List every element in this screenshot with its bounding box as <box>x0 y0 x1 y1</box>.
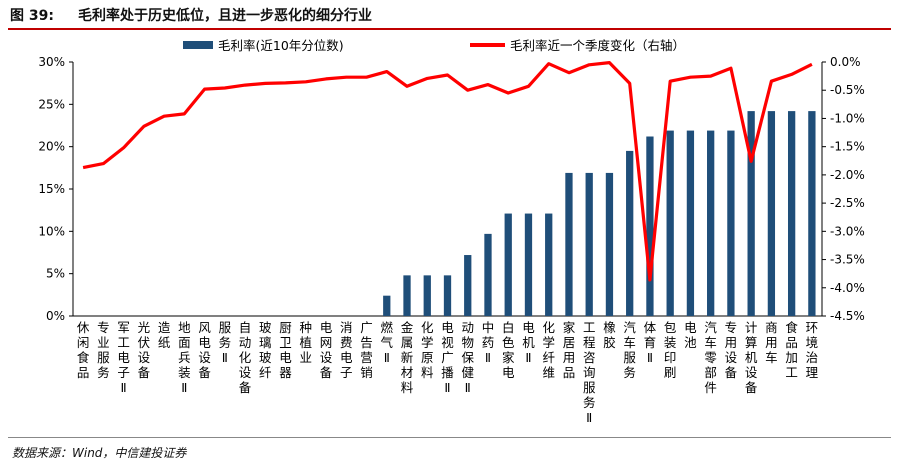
left-axis-tick-label: 15% <box>38 182 65 196</box>
bar <box>524 213 533 316</box>
category-label: 白色家电 <box>502 320 515 380</box>
bar <box>787 111 796 317</box>
bar <box>545 213 553 316</box>
left-axis-tick-label: 20% <box>38 140 65 154</box>
category-label: 商用车 <box>765 320 778 365</box>
category-label: 计算机设备 <box>745 320 758 395</box>
bar <box>423 275 431 316</box>
category-label: 造纸 <box>158 320 171 350</box>
right-axis-tick-label: -1.0% <box>830 111 865 125</box>
category-label: 玻璃玻纤 <box>259 320 272 380</box>
bar <box>464 255 472 316</box>
figure-title-row: 图 39: 毛利率处于历史低位，且进一步恶化的细分行业 <box>8 4 891 28</box>
category-label: 包装印刷 <box>664 320 677 380</box>
figure-title: 毛利率处于历史低位，且进一步恶化的细分行业 <box>78 8 372 24</box>
right-axis-tick-label: -3.5% <box>830 253 865 267</box>
bar <box>646 136 654 316</box>
title-divider <box>8 28 891 30</box>
bar <box>626 150 634 316</box>
category-label: 燃气 Ⅱ <box>381 320 394 365</box>
category-label: 体育 Ⅱ <box>644 320 657 365</box>
source-note: 数据来源：Wind，中信建投证券 <box>12 446 187 460</box>
category-label: 风电设备 <box>198 320 211 380</box>
right-axis-tick-label: 0.0% <box>830 55 861 69</box>
category-label: 电池 <box>684 320 697 350</box>
category-label: 光伏设备 <box>138 320 151 380</box>
category-label: 化学原料 <box>421 320 434 380</box>
category-label: 军工电子 Ⅱ <box>117 320 130 395</box>
category-label: 自动化设备 <box>239 320 252 395</box>
category-label: 环境治理 <box>806 320 819 380</box>
series-line <box>82 60 813 282</box>
category-label: 厨卫电器 <box>279 320 292 380</box>
chart-canvas: 毛利率(近10年分位数) 毛利率近一个季度变化（右轴） 0% 5% 10% 15% 20… <box>38 38 865 425</box>
category-label: 电机 Ⅱ <box>522 320 535 365</box>
right-axis-tick-label: -0.5% <box>830 83 865 97</box>
bar <box>686 130 695 316</box>
bar <box>443 275 452 316</box>
chart-legend: 毛利率(近10年分位数) 毛利率近一个季度变化（右轴） <box>183 38 685 53</box>
bar-series <box>383 111 816 317</box>
bar <box>727 130 735 316</box>
category-label: 中药 Ⅱ <box>482 320 495 365</box>
bar <box>585 172 593 316</box>
category-label: 专业服务 <box>97 320 110 380</box>
bar <box>767 111 776 317</box>
left-axis-tick-label: 5% <box>46 267 65 281</box>
bar <box>808 111 816 317</box>
category-label: 汽车零部件 <box>704 320 717 395</box>
left-axis-tick-label: 25% <box>38 97 65 111</box>
category-label: 金属新材料 <box>401 320 414 395</box>
category-label: 广告营销 <box>360 320 373 380</box>
bar <box>403 275 411 316</box>
axes: 0% 5% 10% 15% 20% 25% 30% 0.0% -0.5% -1.0% -1.5% -2… <box>38 55 865 323</box>
category-label: 食品加工 <box>785 320 798 380</box>
bar <box>565 172 573 316</box>
category-label: 工程咨询服务 Ⅱ <box>583 320 596 425</box>
category-label: 电视广播 Ⅱ <box>441 320 454 395</box>
bar <box>484 233 492 316</box>
bar <box>666 130 674 316</box>
left-axis-tick-label: 10% <box>38 224 65 238</box>
category-label: 动物保健 Ⅱ <box>461 320 474 395</box>
footer-divider <box>8 437 891 438</box>
category-label: 家居用品 <box>563 320 576 380</box>
legend-line-label: 毛利率近一个季度变化（右轴） <box>510 38 685 53</box>
right-axis-tick-label: -1.5% <box>830 140 865 154</box>
category-label: 服务 Ⅱ <box>219 320 232 365</box>
bar <box>707 130 715 316</box>
category-label: 电网设备 <box>320 320 333 380</box>
bar <box>605 172 614 316</box>
right-axis-tick-label: -4.0% <box>830 281 865 295</box>
bar <box>747 111 755 317</box>
right-axis-tick-label: -2.0% <box>830 168 865 182</box>
legend-bar-label: 毛利率(近10年分位数) <box>218 38 344 53</box>
category-label: 汽车服务 <box>623 320 636 380</box>
line-series <box>82 60 813 282</box>
bar <box>383 295 391 316</box>
category-label: 消费电子 <box>340 320 353 380</box>
category-label: 种植业 <box>300 320 313 365</box>
right-axis-tick-label: -2.5% <box>830 196 865 210</box>
bar <box>504 213 512 316</box>
category-label: 休闲食品 <box>77 320 90 380</box>
category-label: 橡胶 <box>603 320 616 350</box>
left-axis-tick-label: 0% <box>46 309 65 323</box>
figure-label: 图 39: <box>10 8 54 24</box>
left-axis-tick-label: 30% <box>38 55 65 69</box>
legend-bar-swatch <box>183 41 213 49</box>
right-axis-tick-label: -4.5% <box>830 309 865 323</box>
category-label: 地面兵装 Ⅱ <box>178 320 191 395</box>
right-axis-tick-label: -3.0% <box>830 224 865 238</box>
category-label: 化学纤维 <box>542 320 555 380</box>
category-label: 专用设备 <box>725 320 738 380</box>
